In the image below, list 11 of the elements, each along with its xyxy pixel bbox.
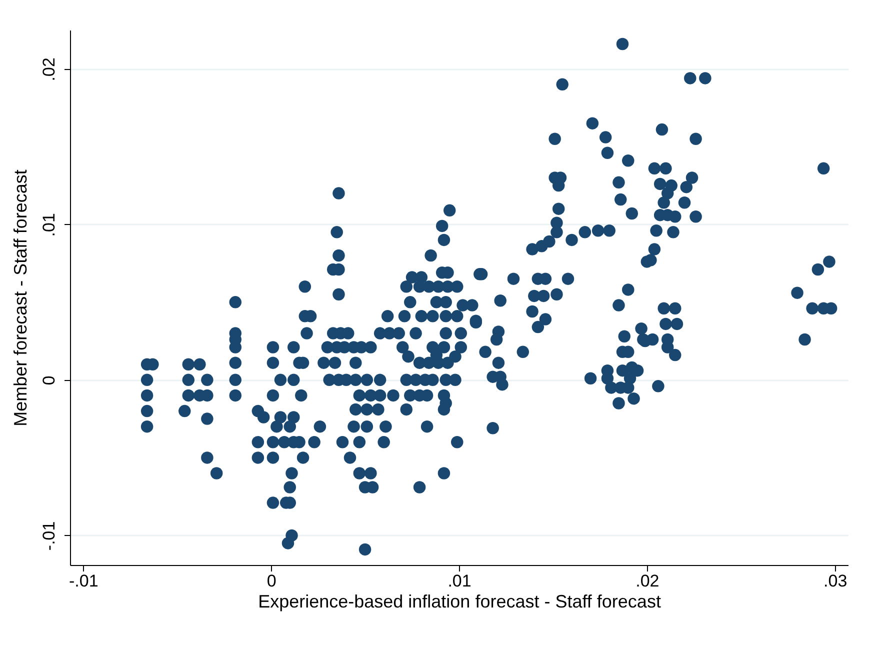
y-tick-label: -.01: [40, 521, 58, 551]
x-tick-label: .03: [824, 572, 848, 590]
y-tick-label: 0: [40, 376, 58, 386]
x-tick-label: .02: [636, 572, 660, 590]
x-tick-label: -.01: [69, 572, 98, 590]
y-tick-label: .01: [40, 213, 58, 237]
y-tick-label: .02: [40, 58, 58, 82]
x-axis-title: Experience-based inflation forecast - Staff forecast: [258, 592, 661, 612]
y-axis-title: Member forecast - Staff forecast: [10, 170, 30, 426]
x-tick-label: .01: [448, 572, 472, 590]
x-tick-label: 0: [266, 572, 276, 590]
